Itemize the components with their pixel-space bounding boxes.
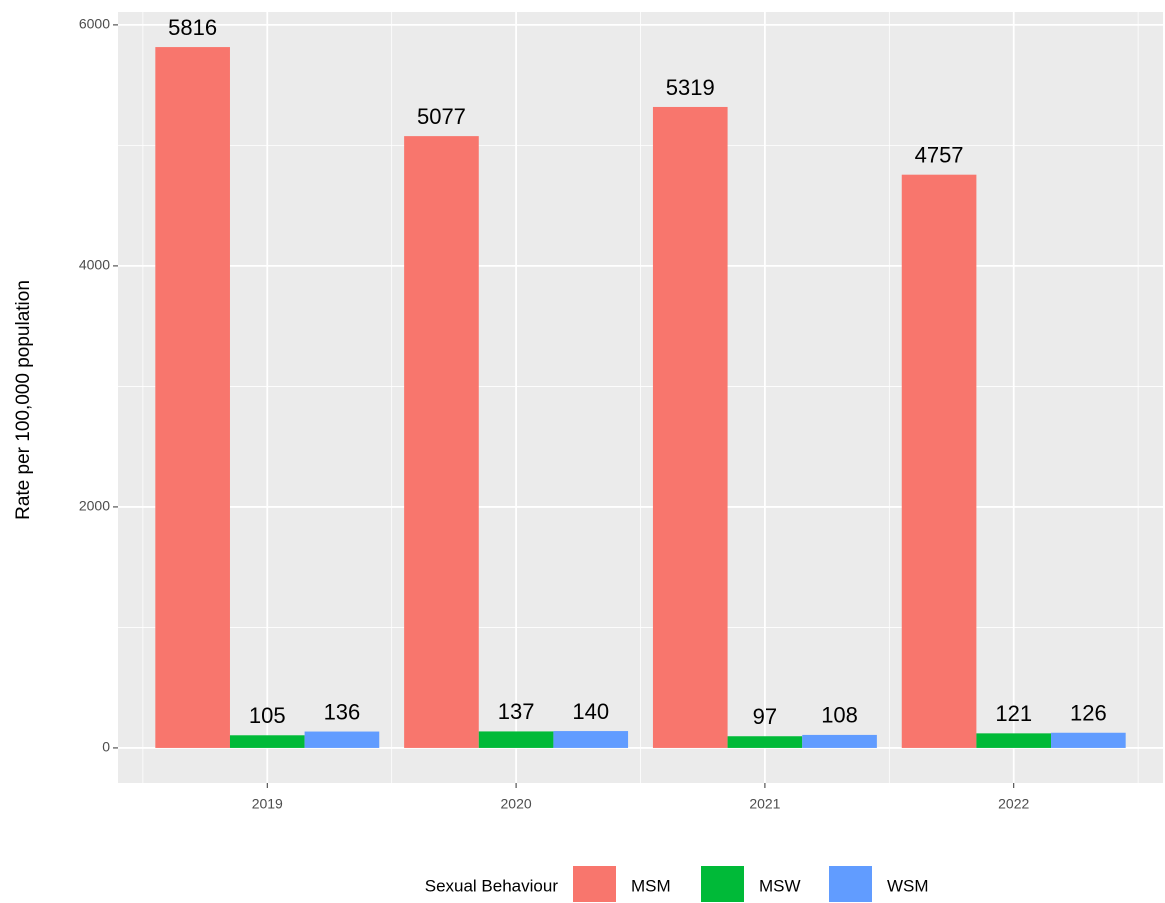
bar	[404, 136, 479, 748]
bar	[304, 731, 380, 748]
value-label: 136	[324, 699, 361, 724]
bar	[976, 733, 1052, 748]
x-tick-label: 2021	[749, 796, 780, 812]
bar	[802, 734, 877, 748]
y-tick-label: 2000	[79, 498, 110, 514]
x-tick-label: 2022	[998, 796, 1029, 812]
legend-key	[701, 866, 744, 902]
bar	[478, 731, 554, 748]
bar	[652, 106, 728, 748]
legend-title: Sexual Behaviour	[425, 876, 559, 895]
legend-label: MSM	[631, 876, 671, 895]
legend-key	[829, 866, 872, 902]
value-label: 5816	[168, 15, 217, 40]
value-label: 105	[249, 703, 286, 728]
value-label: 137	[498, 699, 535, 724]
x-tick-label: 2020	[501, 796, 532, 812]
bar	[155, 47, 230, 748]
value-label: 126	[1070, 701, 1107, 726]
value-label: 121	[995, 701, 1032, 726]
legend-label: WSM	[887, 876, 929, 895]
bar	[727, 736, 803, 748]
bar	[553, 731, 629, 748]
bar	[229, 735, 305, 748]
x-tick-label: 2019	[252, 796, 283, 812]
bar	[901, 174, 977, 748]
y-axis-title: Rate per 100,000 population	[13, 280, 34, 520]
value-label: 140	[572, 699, 609, 724]
y-tick-label: 4000	[79, 257, 110, 273]
y-tick-label: 6000	[79, 16, 110, 32]
value-label: 4757	[915, 142, 964, 167]
value-label: 5319	[666, 75, 715, 100]
legend-label: MSW	[759, 876, 801, 895]
bar	[1051, 732, 1126, 748]
legend-key	[573, 866, 616, 902]
value-label: 97	[753, 704, 777, 729]
value-label: 108	[821, 703, 858, 728]
value-label: 5077	[417, 104, 466, 129]
y-tick-label: 0	[102, 739, 110, 755]
